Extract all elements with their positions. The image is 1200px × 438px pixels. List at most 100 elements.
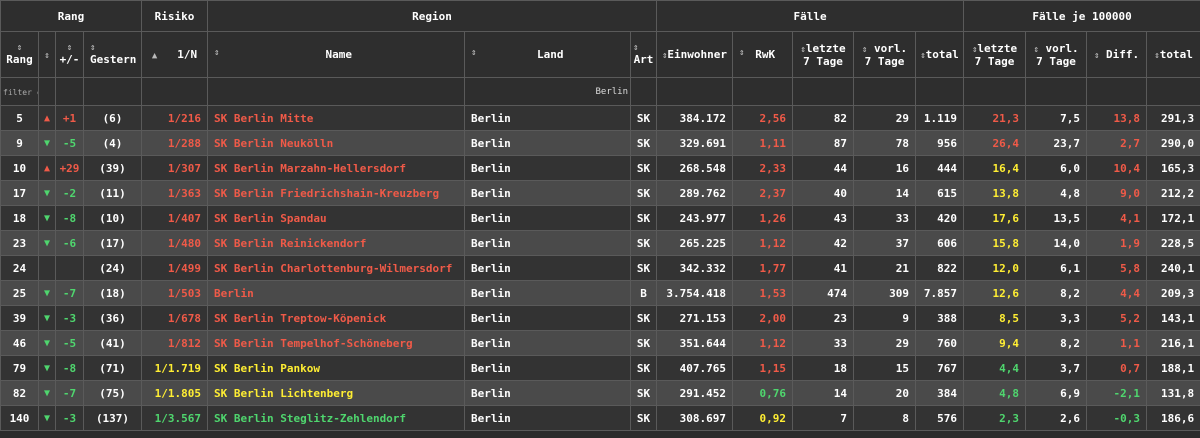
rwk-cell: 1,12: [732, 330, 794, 356]
total-100k-cell: 186,6: [1146, 405, 1200, 431]
table-body: 5 ▲ +1 (6) 1/216 SK Berlin Mitte Berlin SK 384.1…: [0, 105, 1200, 431]
art-cell: SK: [629, 355, 658, 381]
letzte-7-tage-cell: 44: [792, 155, 855, 181]
total-100k-cell: 212,2: [1146, 180, 1200, 206]
table-row[interactable]: 39 ▼ -3 (36) 1/678 SK Berlin Treptow-Köpenick…: [0, 305, 1200, 331]
table-row[interactable]: 5 ▲ +1 (6) 1/216 SK Berlin Mitte Berlin SK 384.1…: [0, 105, 1200, 131]
einwohner-cell: 407.765: [656, 355, 734, 381]
risk-cell: 1/812: [141, 330, 208, 356]
land-cell: Berlin: [464, 230, 631, 256]
delta-cell: -8: [55, 355, 84, 381]
risk-cell: 1/1.719: [141, 355, 208, 381]
einwohner-cell: 271.153: [656, 305, 734, 331]
rang-cell: 23: [0, 230, 39, 256]
delta-cell: -2: [55, 180, 84, 206]
trend-arrow-icon: ▼: [38, 355, 56, 381]
filter-cell[interactable]: [38, 77, 56, 106]
gestern-cell: (39): [83, 155, 142, 181]
vorl-7-tage-cell: 14: [853, 180, 917, 206]
table-row[interactable]: 10 ▲ +29 (39) 1/307 SK Berlin Marzahn-Hellers…: [0, 155, 1200, 181]
col-header-name[interactable]: ⇕ Name: [207, 31, 465, 78]
total-100k-cell: 131,8: [1146, 380, 1200, 406]
filter-cell[interactable]: [963, 77, 1027, 106]
col-header-diff[interactable]: ⇕ Diff.: [1086, 31, 1148, 78]
total-cell: 420: [915, 205, 965, 231]
col-header-rwk[interactable]: ⇕ RwK: [732, 31, 794, 78]
letzte-7-tage-100k-cell: 26,4: [963, 130, 1027, 156]
filter-cell[interactable]: [1146, 77, 1200, 106]
table-row[interactable]: 79 ▼ -8 (71) 1/1.719 SK Berlin Pankow Berlin SK…: [0, 355, 1200, 381]
table-row[interactable]: 9 ▼ -5 (4) 1/288 SK Berlin Neukölln Berlin SK 32…: [0, 130, 1200, 156]
vorl-7-tage-100k-cell: 14,0: [1025, 230, 1088, 256]
col-header-total[interactable]: ⇕total: [915, 31, 965, 78]
col-header-art[interactable]: ⇕ Art: [629, 31, 658, 78]
letzte-7-tage-100k-cell: 16,4: [963, 155, 1027, 181]
filter-cell[interactable]: [207, 77, 465, 106]
total-100k-cell: 240,1: [1146, 255, 1200, 281]
filter-input[interactable]: filter c: [3, 88, 39, 97]
filter-land[interactable]: Berlin: [464, 77, 631, 106]
col-header-letzte[interactable]: ⇕letzte 7 Tage: [792, 31, 855, 78]
col-header-arrow[interactable]: ⇕: [38, 31, 56, 78]
col-header-delta[interactable]: ⇕ +/-: [55, 31, 84, 78]
col-header-vorl[interactable]: ⇕ vorl. 7 Tage: [853, 31, 917, 78]
table-row[interactable]: 18 ▼ -8 (10) 1/407 SK Berlin Spandau Berlin SK 2…: [0, 205, 1200, 231]
total-cell: 1.119: [915, 105, 965, 131]
risk-cell: 1/1.805: [141, 380, 208, 406]
filter-cell[interactable]: [656, 77, 734, 106]
table-row[interactable]: 82 ▼ -7 (75) 1/1.805 SK Berlin Lichtenberg Ber…: [0, 380, 1200, 406]
col-header-letzte-100k[interactable]: ⇕letzte 7 Tage: [963, 31, 1027, 78]
filter-cell[interactable]: [55, 77, 84, 106]
risk-cell: 1/363: [141, 180, 208, 206]
filter-cell[interactable]: [83, 77, 142, 106]
rang-cell: 18: [0, 205, 39, 231]
name-cell: SK Berlin Mitte: [207, 105, 465, 131]
table-row[interactable]: 23 ▼ -6 (17) 1/480 SK Berlin Reinickendorf Ber…: [0, 230, 1200, 256]
rang-cell: 79: [0, 355, 39, 381]
delta-cell: -5: [55, 130, 84, 156]
einwohner-cell: 291.452: [656, 380, 734, 406]
rwk-cell: 0,76: [732, 380, 794, 406]
rwk-cell: 1,77: [732, 255, 794, 281]
group-risiko: Risiko: [141, 0, 208, 32]
col-header-land[interactable]: ⇕ Land: [464, 31, 631, 78]
gestern-cell: (18): [83, 280, 142, 306]
table-row[interactable]: 24 (24) 1/499 SK Berlin Charlottenburg-Wilm…: [0, 255, 1200, 281]
col-header-risk[interactable]: ▲ 1/N: [141, 31, 208, 78]
filter-land-value[interactable]: Berlin: [595, 86, 628, 97]
sort-icon: ⇕: [214, 48, 220, 58]
art-cell: SK: [629, 305, 658, 331]
filter-cell[interactable]: [792, 77, 855, 106]
rang-cell: 10: [0, 155, 39, 181]
filter-cell[interactable]: [141, 77, 208, 106]
col-header-einwohner[interactable]: ⇕Einwohner: [656, 31, 734, 78]
diff-cell: 5,8: [1086, 255, 1148, 281]
table-row[interactable]: 17 ▼ -2 (11) 1/363 SK Berlin Friedrichshain-K…: [0, 180, 1200, 206]
table-row[interactable]: 140 ▼ -3 (137) 1/3.567 SK Berlin Steglitz-Zeh…: [0, 405, 1200, 431]
filter-cell[interactable]: [853, 77, 917, 106]
trend-arrow-icon: ▼: [38, 380, 56, 406]
col-header-gestern[interactable]: ⇕ Gestern: [83, 31, 142, 78]
einwohner-cell: 308.697: [656, 405, 734, 431]
table-row[interactable]: 25 ▼ -7 (18) 1/503 Berlin Berlin B 3.754.418 1,53…: [0, 280, 1200, 306]
table-row[interactable]: 46 ▼ -5 (41) 1/812 SK Berlin Tempelhof-Schöne…: [0, 330, 1200, 356]
art-cell: SK: [629, 205, 658, 231]
col-header-rang[interactable]: ⇕ Rang: [0, 31, 39, 78]
filter-cell[interactable]: [629, 77, 658, 106]
filter-cell[interactable]: [915, 77, 965, 106]
trend-arrow-icon: ▼: [38, 305, 56, 331]
letzte-7-tage-100k-cell: 17,6: [963, 205, 1027, 231]
sort-icon: ⇕: [662, 51, 668, 61]
gestern-cell: (17): [83, 230, 142, 256]
filter-cell[interactable]: [1086, 77, 1148, 106]
filter-cell[interactable]: [732, 77, 794, 106]
sort-icon: ⇕: [1033, 44, 1039, 55]
filter-rang[interactable]: filter c: [0, 77, 39, 106]
land-cell: Berlin: [464, 130, 631, 156]
risk-cell: 1/3.567: [141, 405, 208, 431]
col-header-total-100k[interactable]: ⇕total: [1146, 31, 1200, 78]
col-header-vorl-100k[interactable]: ⇕ vorl. 7 Tage: [1025, 31, 1088, 78]
sort-icon: ⇕: [16, 43, 23, 53]
rwk-cell: 1,11: [732, 130, 794, 156]
filter-cell[interactable]: [1025, 77, 1088, 106]
